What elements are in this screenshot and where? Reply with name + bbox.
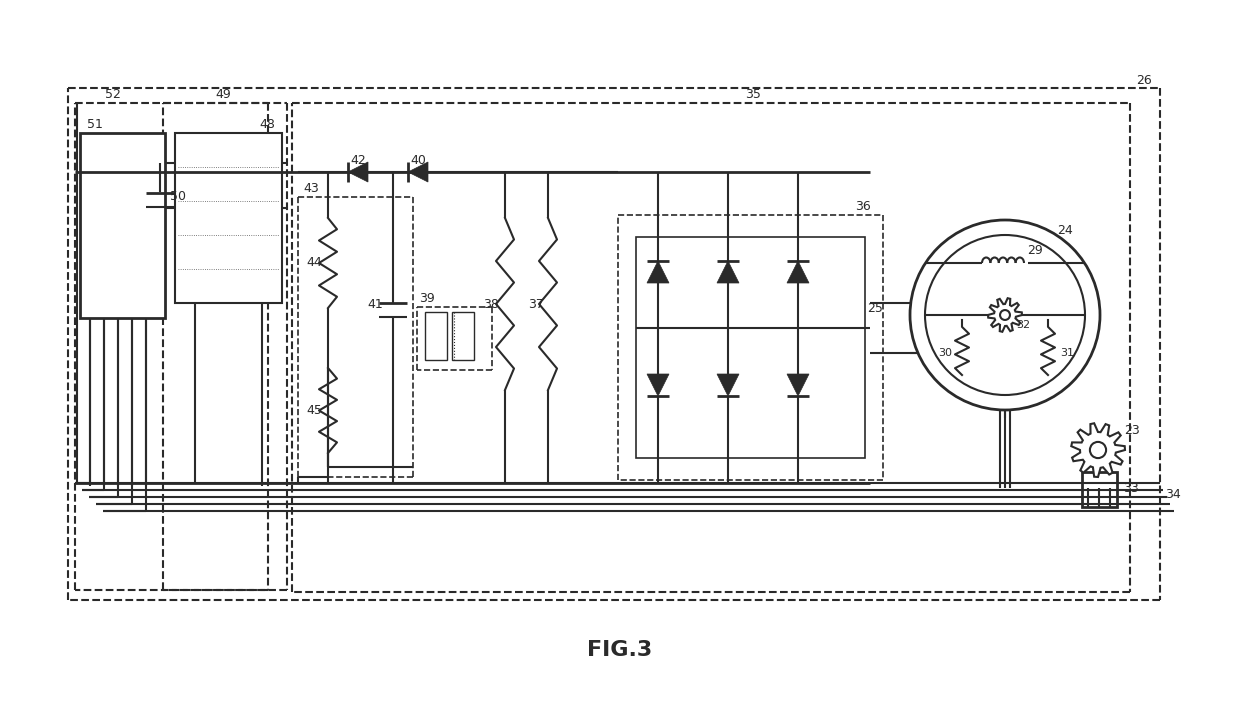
Text: 24: 24 [1058, 224, 1073, 236]
Text: 39: 39 [419, 292, 435, 304]
Bar [81, 133, 165, 318]
Text: 44: 44 [306, 256, 322, 270]
Polygon shape [787, 261, 808, 283]
Circle shape [1090, 442, 1106, 458]
Bar [175, 133, 281, 303]
Bar [425, 312, 446, 360]
Text: 49: 49 [215, 88, 231, 101]
Text: 41: 41 [367, 299, 383, 312]
Text: 31: 31 [1060, 348, 1074, 358]
Polygon shape [647, 261, 670, 283]
Polygon shape [717, 261, 739, 283]
Text: 43: 43 [303, 181, 319, 195]
Text: 23: 23 [1125, 423, 1140, 437]
Text: 52: 52 [105, 88, 122, 101]
Text: 34: 34 [1166, 489, 1180, 501]
Text: 51: 51 [87, 118, 103, 132]
Text: 25: 25 [867, 302, 883, 314]
Polygon shape [988, 298, 1022, 332]
Text: 42: 42 [350, 154, 366, 166]
Polygon shape [717, 374, 739, 396]
Text: 36: 36 [856, 200, 870, 212]
Bar [1083, 472, 1117, 507]
Text: 25: 25 [952, 367, 968, 379]
Polygon shape [1071, 423, 1125, 477]
Text: 29: 29 [1027, 244, 1043, 258]
Text: 40: 40 [410, 154, 425, 166]
Bar [453, 312, 474, 360]
Text: FIG.3: FIG.3 [588, 640, 652, 660]
Text: 33: 33 [1123, 482, 1138, 496]
Circle shape [999, 310, 1009, 320]
Text: 45: 45 [306, 404, 322, 416]
Polygon shape [787, 374, 808, 396]
Text: 35: 35 [745, 88, 761, 101]
Polygon shape [647, 374, 670, 396]
Text: 37: 37 [528, 297, 544, 311]
Text: 48: 48 [259, 118, 275, 132]
Polygon shape [348, 162, 368, 182]
Text: 32: 32 [1016, 320, 1030, 330]
Text: 50: 50 [170, 190, 186, 203]
Circle shape [910, 220, 1100, 410]
Text: 38: 38 [484, 297, 498, 311]
Text: 26: 26 [1136, 74, 1152, 86]
Polygon shape [408, 162, 428, 182]
Bar [636, 237, 866, 458]
Text: 30: 30 [937, 348, 952, 358]
Circle shape [925, 235, 1085, 395]
